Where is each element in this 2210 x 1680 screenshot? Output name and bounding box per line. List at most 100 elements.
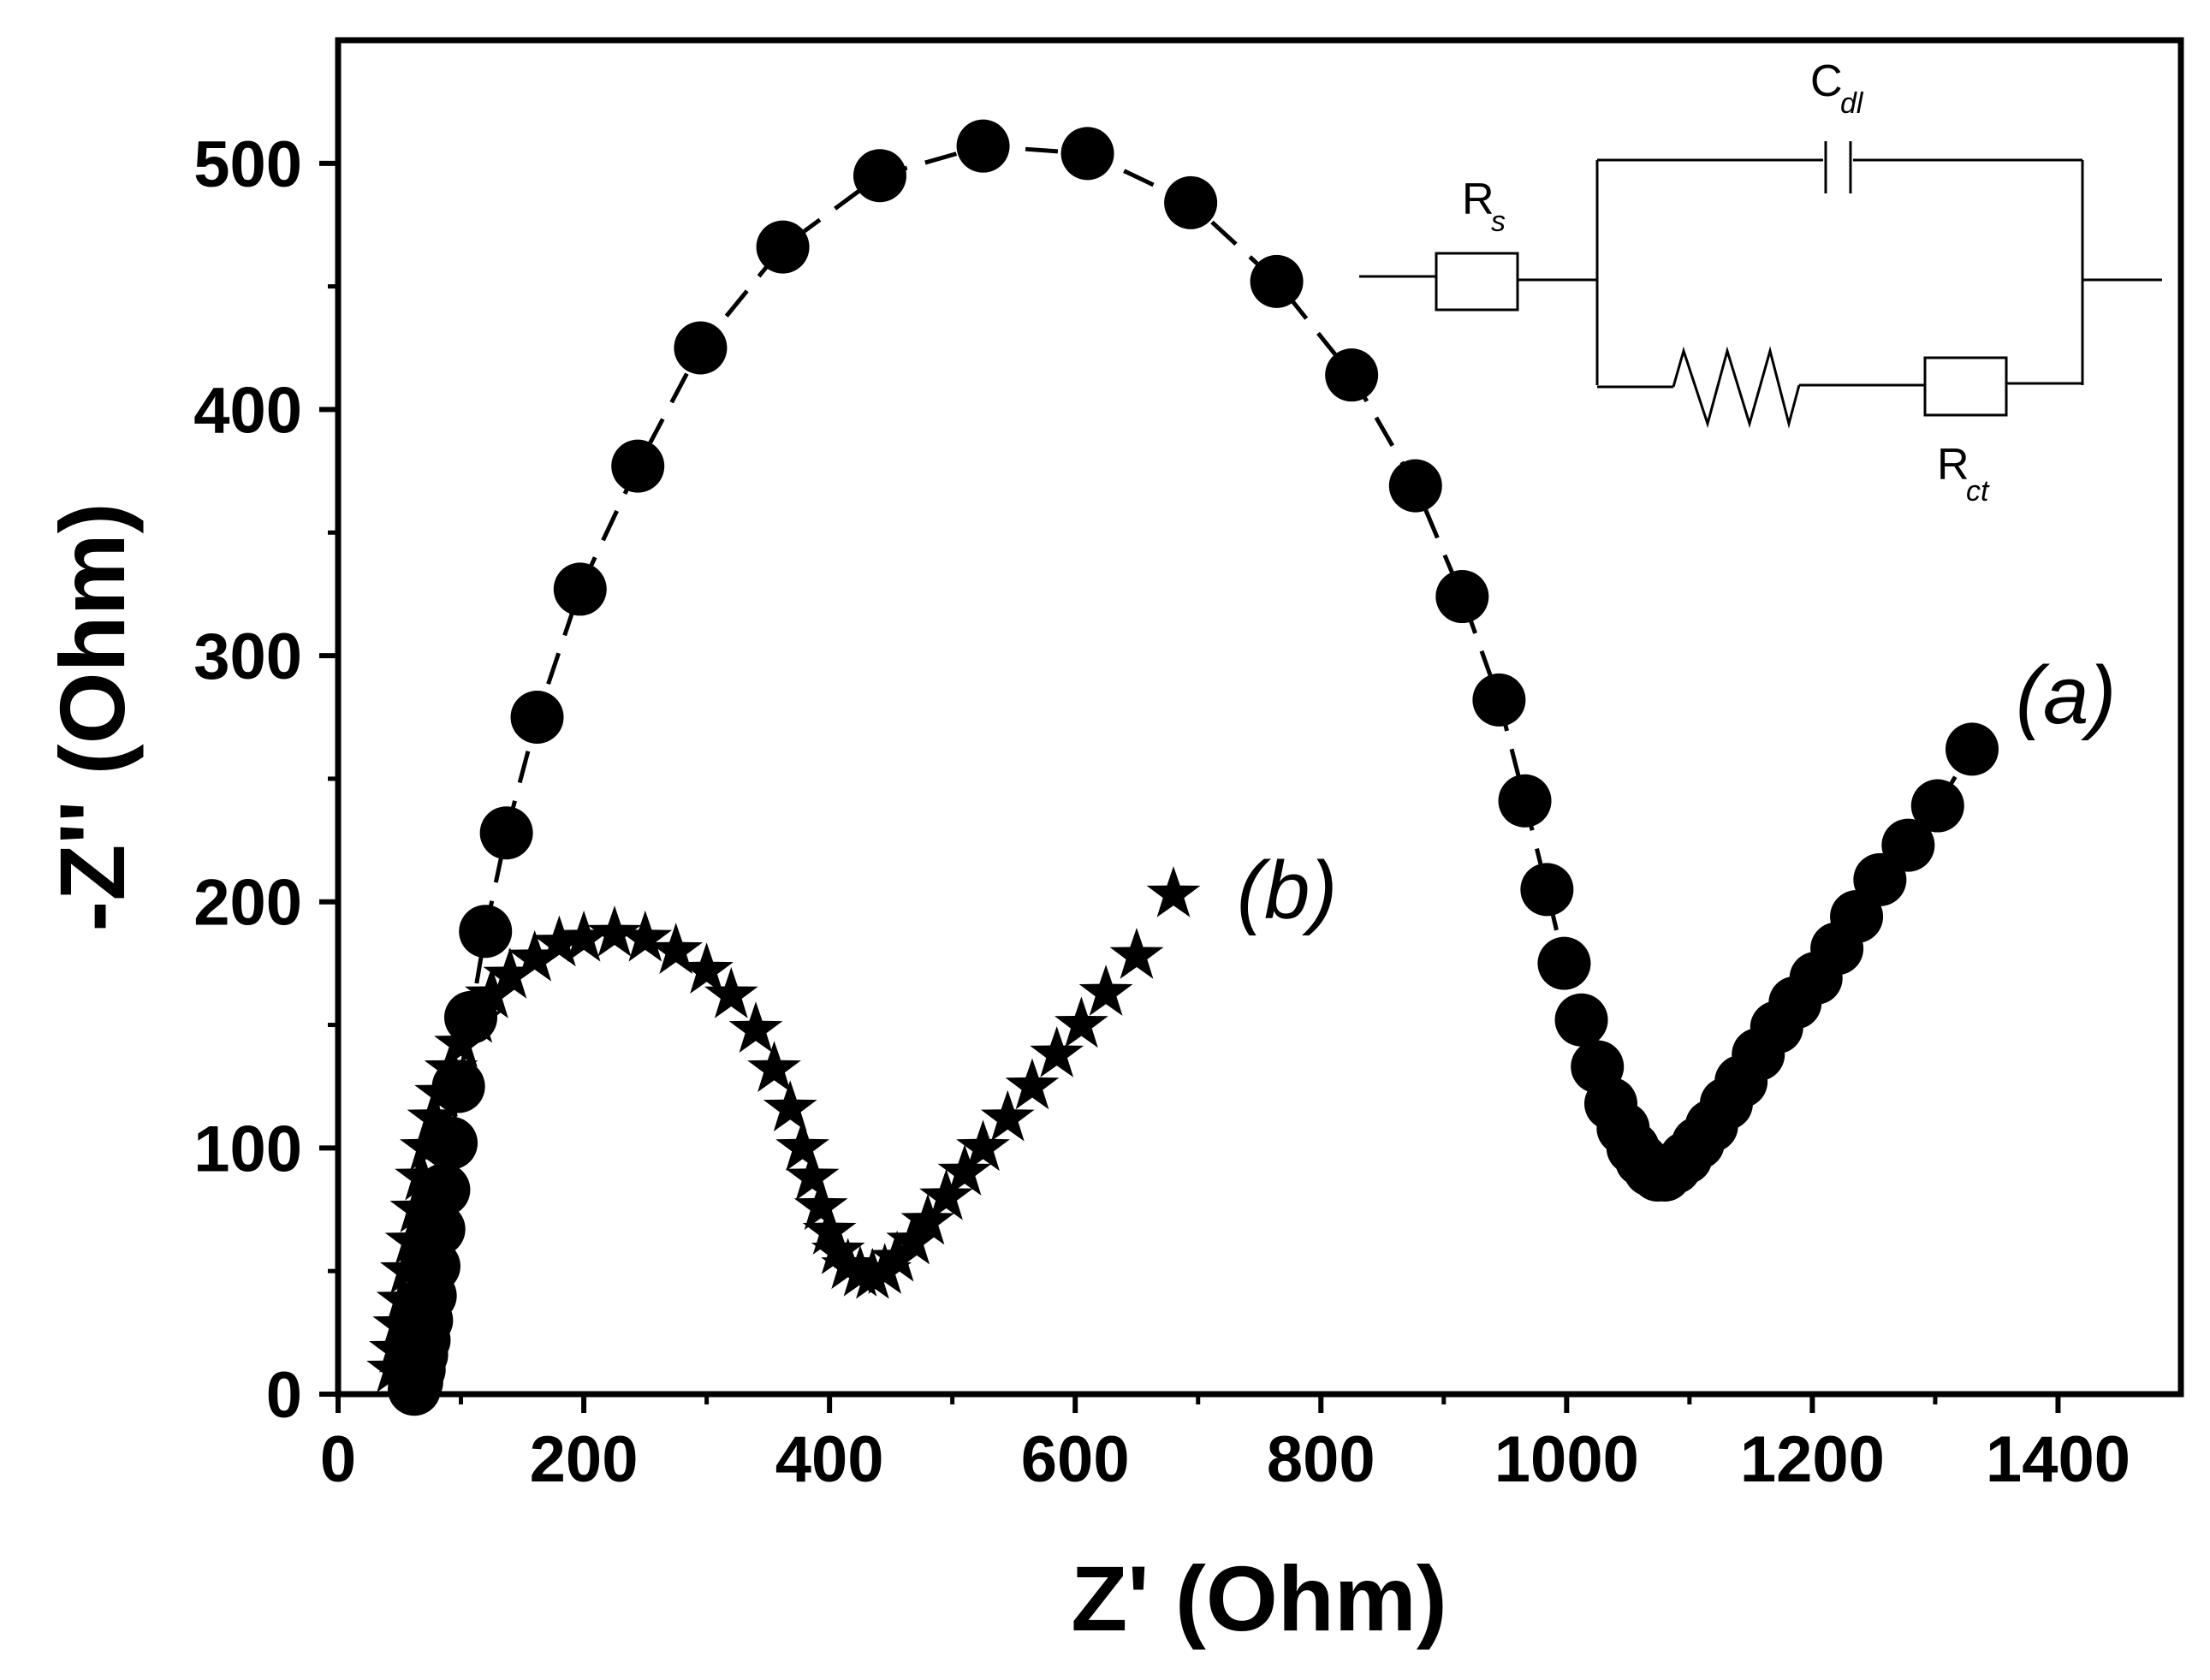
- series-b-point: [1030, 1026, 1084, 1077]
- series-a-point: [674, 321, 728, 375]
- rs-label: R: [1462, 175, 1494, 224]
- series-a-point: [1910, 779, 1964, 833]
- series-a-point: [1945, 722, 1999, 776]
- series-b-point: [821, 1238, 875, 1290]
- series-b-point: [483, 947, 538, 999]
- series-a-point: [510, 691, 564, 744]
- series-b-point: [1146, 866, 1201, 917]
- series-b-point: [680, 942, 734, 994]
- rs-resistor: [1435, 252, 1519, 312]
- series-b-point: [1005, 1058, 1060, 1110]
- series-b-point: [747, 1041, 801, 1092]
- series-b-point: [380, 1243, 434, 1294]
- series-b-point: [919, 1168, 973, 1220]
- series-a-point: [412, 1202, 466, 1256]
- x-tick-label: 600: [1021, 1423, 1130, 1496]
- series-a-point: [1472, 673, 1526, 727]
- rct-label: R: [1937, 440, 1969, 490]
- series-b-point: [1109, 928, 1164, 979]
- x-tick-label: 400: [775, 1423, 884, 1496]
- x-tick-label: 1200: [1740, 1423, 1885, 1496]
- series-b-point: [775, 1119, 829, 1172]
- equivalent-circuit-inset: [1359, 141, 2162, 429]
- series-a-point: [1388, 459, 1442, 513]
- series-b-point: [811, 1223, 865, 1274]
- series-b-point: [649, 923, 704, 974]
- x-tick-label: 0: [320, 1423, 356, 1496]
- series-a-label: (a): [2016, 650, 2116, 741]
- series-a-point: [1881, 818, 1935, 872]
- series-b-point: [376, 1272, 431, 1324]
- rct-resistor: [1923, 356, 2008, 417]
- y-tick-label: 0: [266, 1359, 302, 1432]
- series-b-point: [465, 967, 519, 1018]
- series-a-point: [853, 149, 906, 203]
- series-b-point: [556, 910, 611, 962]
- cdl-label: C: [1810, 56, 1843, 106]
- series-a-points: [387, 119, 1999, 1416]
- series-a-point: [479, 806, 533, 860]
- series-b-point: [407, 1089, 461, 1142]
- rs-subscript: s: [1491, 205, 1506, 238]
- series-a-point: [956, 119, 1010, 173]
- series-b-point: [937, 1144, 992, 1196]
- y-tick-label: 400: [193, 374, 302, 447]
- y-tick-label: 200: [193, 867, 302, 940]
- y-tick-label: 500: [193, 128, 302, 201]
- series-b-point: [618, 910, 673, 962]
- series-a-point: [425, 1116, 478, 1170]
- series-a-point: [1537, 936, 1591, 990]
- series-b-point: [763, 1080, 817, 1131]
- x-tick-label: 1400: [1986, 1423, 2130, 1496]
- series-a-point: [1164, 175, 1218, 229]
- series-b-point: [369, 1321, 423, 1373]
- series-b-point: [980, 1089, 1035, 1142]
- circuit-labels: R s C dl R ct: [1462, 56, 1990, 508]
- series-b-point: [785, 1149, 840, 1201]
- series-b-point: [508, 929, 561, 982]
- series-a-point: [1325, 348, 1379, 402]
- series-b-point: [372, 1297, 427, 1349]
- series-b-point: [389, 1181, 444, 1232]
- series-a-point: [1250, 254, 1304, 308]
- series-a-point: [431, 1060, 485, 1113]
- series-b-point: [728, 1001, 783, 1053]
- x-axis-title: Z' (Ohm): [1071, 1546, 1447, 1650]
- series-a-point: [756, 220, 810, 274]
- y-tick-label: 100: [193, 1113, 302, 1185]
- series-b-point: [704, 967, 758, 1018]
- series-b-point: [870, 1230, 924, 1282]
- series-b-point: [1078, 965, 1133, 1016]
- series-b-point: [956, 1119, 1010, 1172]
- series-b-point: [900, 1193, 955, 1245]
- series-a-point: [417, 1163, 471, 1217]
- series-a-point: [444, 990, 498, 1044]
- x-tick-label: 1000: [1494, 1423, 1639, 1496]
- series-b-point: [384, 1213, 439, 1265]
- y-tick-label: 300: [193, 620, 302, 693]
- series-a-point: [459, 905, 513, 959]
- series-a-point: [1060, 127, 1114, 181]
- series-b-point: [846, 1247, 900, 1299]
- y-axis: 0 100 200 300 400 500: [193, 128, 338, 1432]
- plot-frame: [335, 37, 2184, 1398]
- warburg-zigzag: [1672, 346, 1801, 429]
- series-a-point: [1520, 863, 1574, 917]
- x-tick-label: 800: [1267, 1423, 1375, 1496]
- y-axis-title: -Z'' (Ohm): [40, 502, 144, 931]
- series-b-point: [802, 1203, 857, 1255]
- cdl-subscript: dl: [1840, 87, 1864, 120]
- series-b-point: [793, 1178, 848, 1231]
- series-a-point: [611, 439, 665, 493]
- series-a-point: [553, 562, 607, 616]
- series-b-point: [1055, 996, 1108, 1048]
- rct-subscript: ct: [1966, 475, 1990, 508]
- series-b-point: [587, 905, 642, 957]
- series-b-label: (b): [1237, 845, 1337, 936]
- series-a-point: [1554, 993, 1608, 1047]
- series-a-point: [1498, 774, 1552, 828]
- series-a-line: [412, 144, 1975, 1390]
- x-tick-label: 200: [530, 1423, 639, 1496]
- series-a-point: [1435, 570, 1489, 624]
